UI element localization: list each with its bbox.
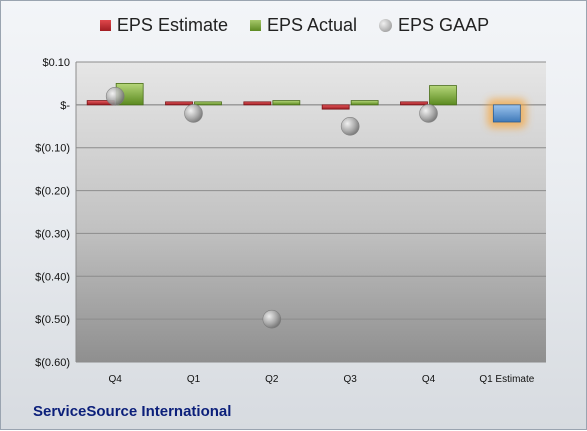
actual-bar <box>272 100 301 106</box>
legend-item-actual: EPS Actual <box>249 15 358 36</box>
actual-bar <box>350 100 379 106</box>
y-tick-label: $(0.20) <box>35 186 70 198</box>
forecast-bar <box>492 104 521 123</box>
y-tick-label: $0.10 <box>42 57 70 69</box>
x-tick-label: Q4 <box>108 374 122 385</box>
x-tick-label: Q1 <box>187 374 201 385</box>
legend-label-actual: EPS Actual <box>266 15 358 35</box>
estimate-bar <box>165 101 193 106</box>
legend-label-gaap: EPS GAAP <box>398 15 490 35</box>
gaap-point <box>184 104 203 123</box>
legend-label-estimate: EPS Estimate <box>116 15 228 35</box>
gaap-point <box>262 309 282 329</box>
company-name: ServiceSource International <box>33 403 232 420</box>
gaap-point <box>419 104 438 123</box>
y-tick-label: $(0.40) <box>35 271 70 283</box>
legend: EPS Estimate EPS Actual EPS GAAP <box>1 15 587 36</box>
x-axis: Q4 Q1 Q2 Q3 Q4 Q1 Estimate <box>108 374 534 385</box>
gridlines <box>75 61 546 363</box>
estimate-swatch-icon <box>99 20 111 31</box>
actual-bar <box>194 101 222 106</box>
actual-swatch-icon <box>249 20 261 31</box>
actual-bar <box>429 85 457 106</box>
gaap-swatch-icon <box>379 19 393 32</box>
gaap-point <box>105 86 125 106</box>
x-tick-label: Q1 Estimate <box>479 374 534 385</box>
y-axis: $0.10 $- $(0.10) $(0.20) $(0.30) $(0.40) $(0.5… <box>35 57 70 369</box>
x-tick-label: Q2 <box>265 374 279 385</box>
x-tick-label: Q4 <box>422 374 436 385</box>
estimate-bar <box>243 101 272 106</box>
estimate-bar <box>400 101 428 106</box>
y-tick-label: $(0.50) <box>35 314 70 326</box>
plot-area <box>76 62 546 362</box>
x-tick-label: Q3 <box>343 374 357 385</box>
data-marks <box>86 83 527 329</box>
y-tick-label: $(0.10) <box>35 143 70 155</box>
y-tick-label: $(0.60) <box>35 357 70 369</box>
gaap-point <box>340 116 360 136</box>
y-tick-label: $(0.30) <box>35 228 70 240</box>
estimate-bar <box>321 104 350 110</box>
legend-item-estimate: EPS Estimate <box>99 15 228 36</box>
y-tick-label: $- <box>60 100 70 112</box>
legend-item-gaap: EPS GAAP <box>379 15 489 36</box>
